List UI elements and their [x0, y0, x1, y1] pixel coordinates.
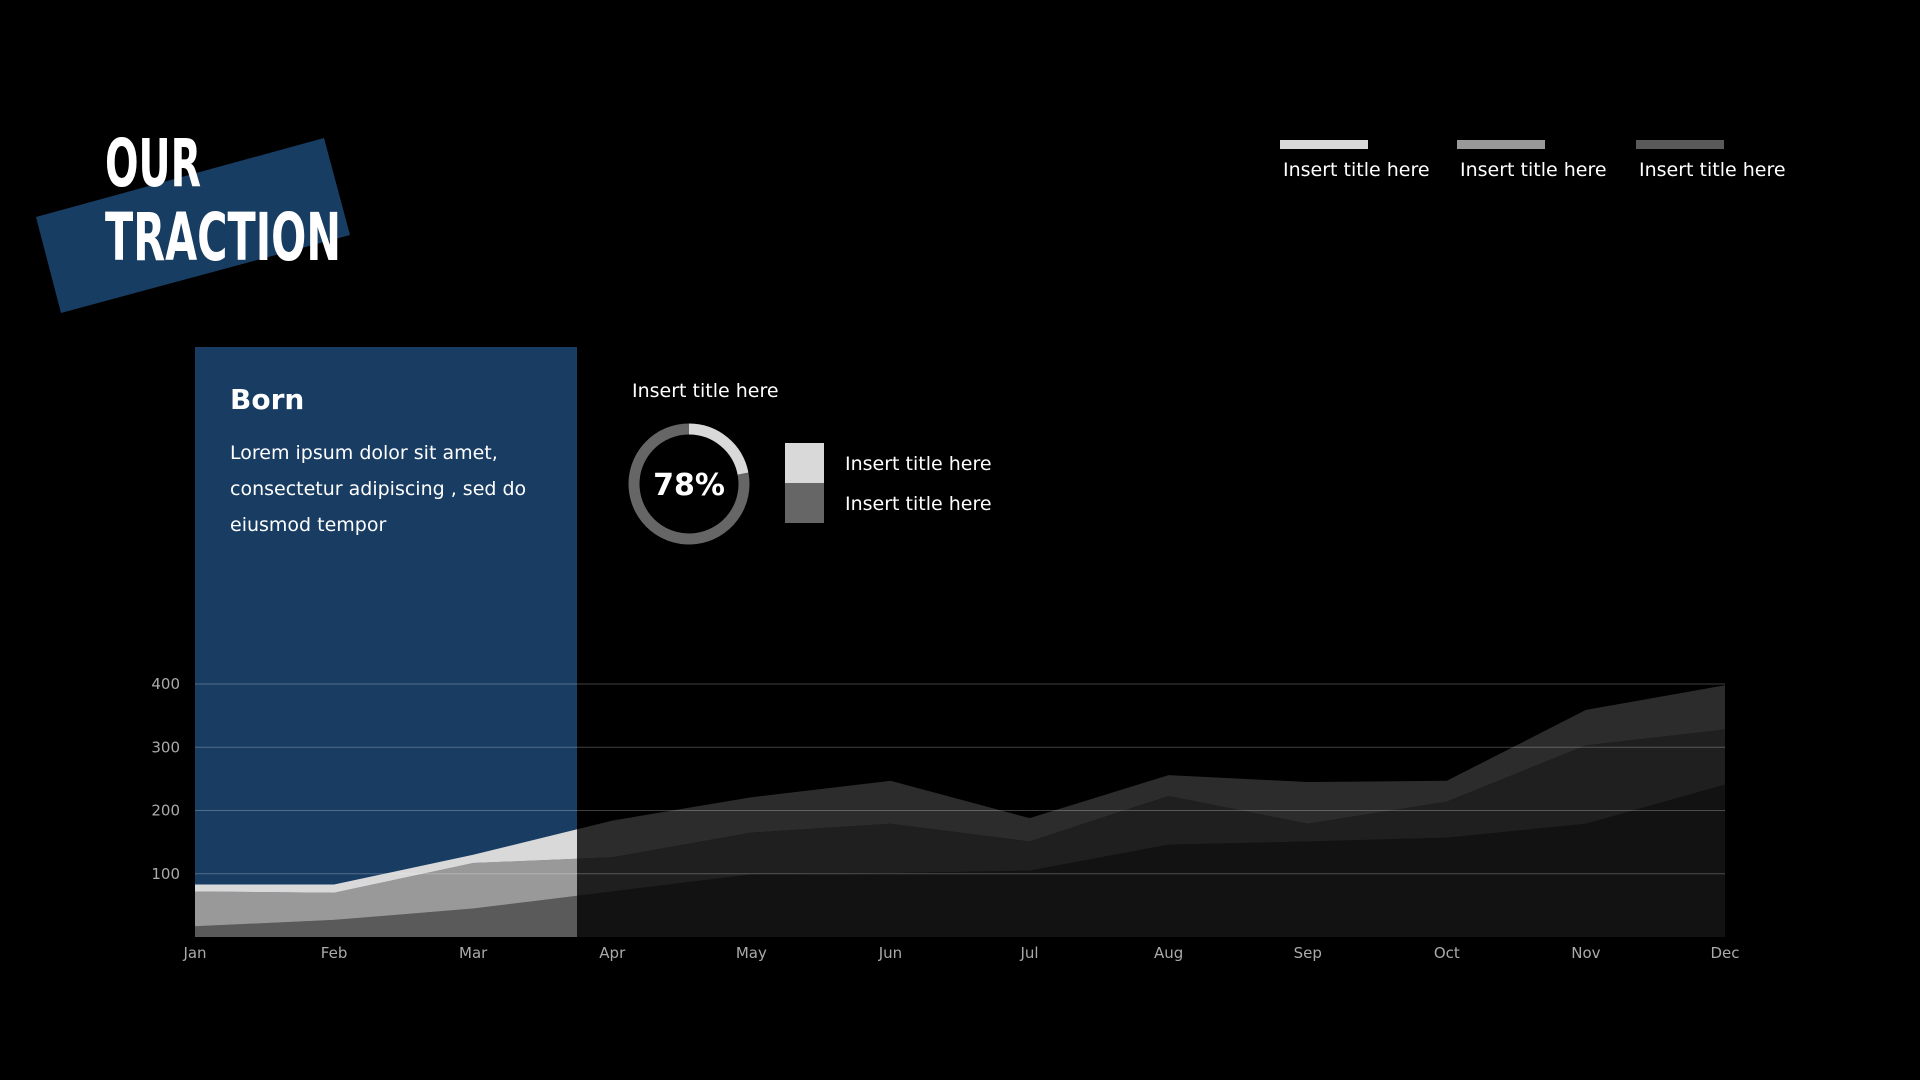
x-tick-label: Aug — [1154, 944, 1183, 962]
legend-label: Insert title here — [1283, 159, 1430, 181]
card-text: consectetur adipiscing , sed do — [230, 478, 526, 500]
x-tick-label: Jan — [182, 944, 206, 962]
donut-segment — [688, 423, 749, 475]
dim-overlay — [577, 674, 1725, 937]
title-badge — [36, 138, 350, 313]
legend-swatch — [785, 443, 824, 483]
card-text: eiusmod tempor — [230, 514, 386, 536]
donut-title: Insert title here — [632, 380, 779, 402]
card-heading: Born — [230, 383, 304, 416]
legend-label: Insert title here — [845, 453, 992, 475]
y-tick-label: 300 — [151, 738, 180, 756]
legend-swatch — [1457, 140, 1545, 149]
legend-label: Insert title here — [1639, 159, 1786, 181]
donut-segment — [628, 423, 750, 545]
y-tick-label: 400 — [151, 675, 180, 693]
legend-label: Insert title here — [845, 493, 992, 515]
x-tick-label: Apr — [599, 944, 626, 962]
x-tick-label: Oct — [1434, 944, 1460, 962]
y-tick-label: 100 — [151, 865, 180, 883]
x-tick-label: Nov — [1571, 944, 1600, 962]
legend-swatch — [1280, 140, 1368, 149]
card — [195, 347, 577, 937]
donut-center-label: 78% — [653, 468, 725, 503]
legend-swatch — [1636, 140, 1724, 149]
x-tick-label: Jun — [878, 944, 902, 962]
x-tick-label: Sep — [1294, 944, 1322, 962]
x-tick-label: Mar — [459, 944, 488, 962]
title: TRACTION — [105, 199, 341, 276]
card-text: Lorem ipsum dolor sit amet, — [230, 442, 498, 464]
x-tick-label: Feb — [321, 944, 348, 962]
legend-label: Insert title here — [1460, 159, 1607, 181]
title: OUR — [105, 125, 201, 202]
legend-swatch — [785, 483, 824, 523]
y-tick-label: 200 — [151, 802, 180, 820]
x-tick-label: Jul — [1019, 944, 1038, 962]
x-tick-label: Dec — [1710, 944, 1739, 962]
x-tick-label: May — [736, 944, 767, 962]
